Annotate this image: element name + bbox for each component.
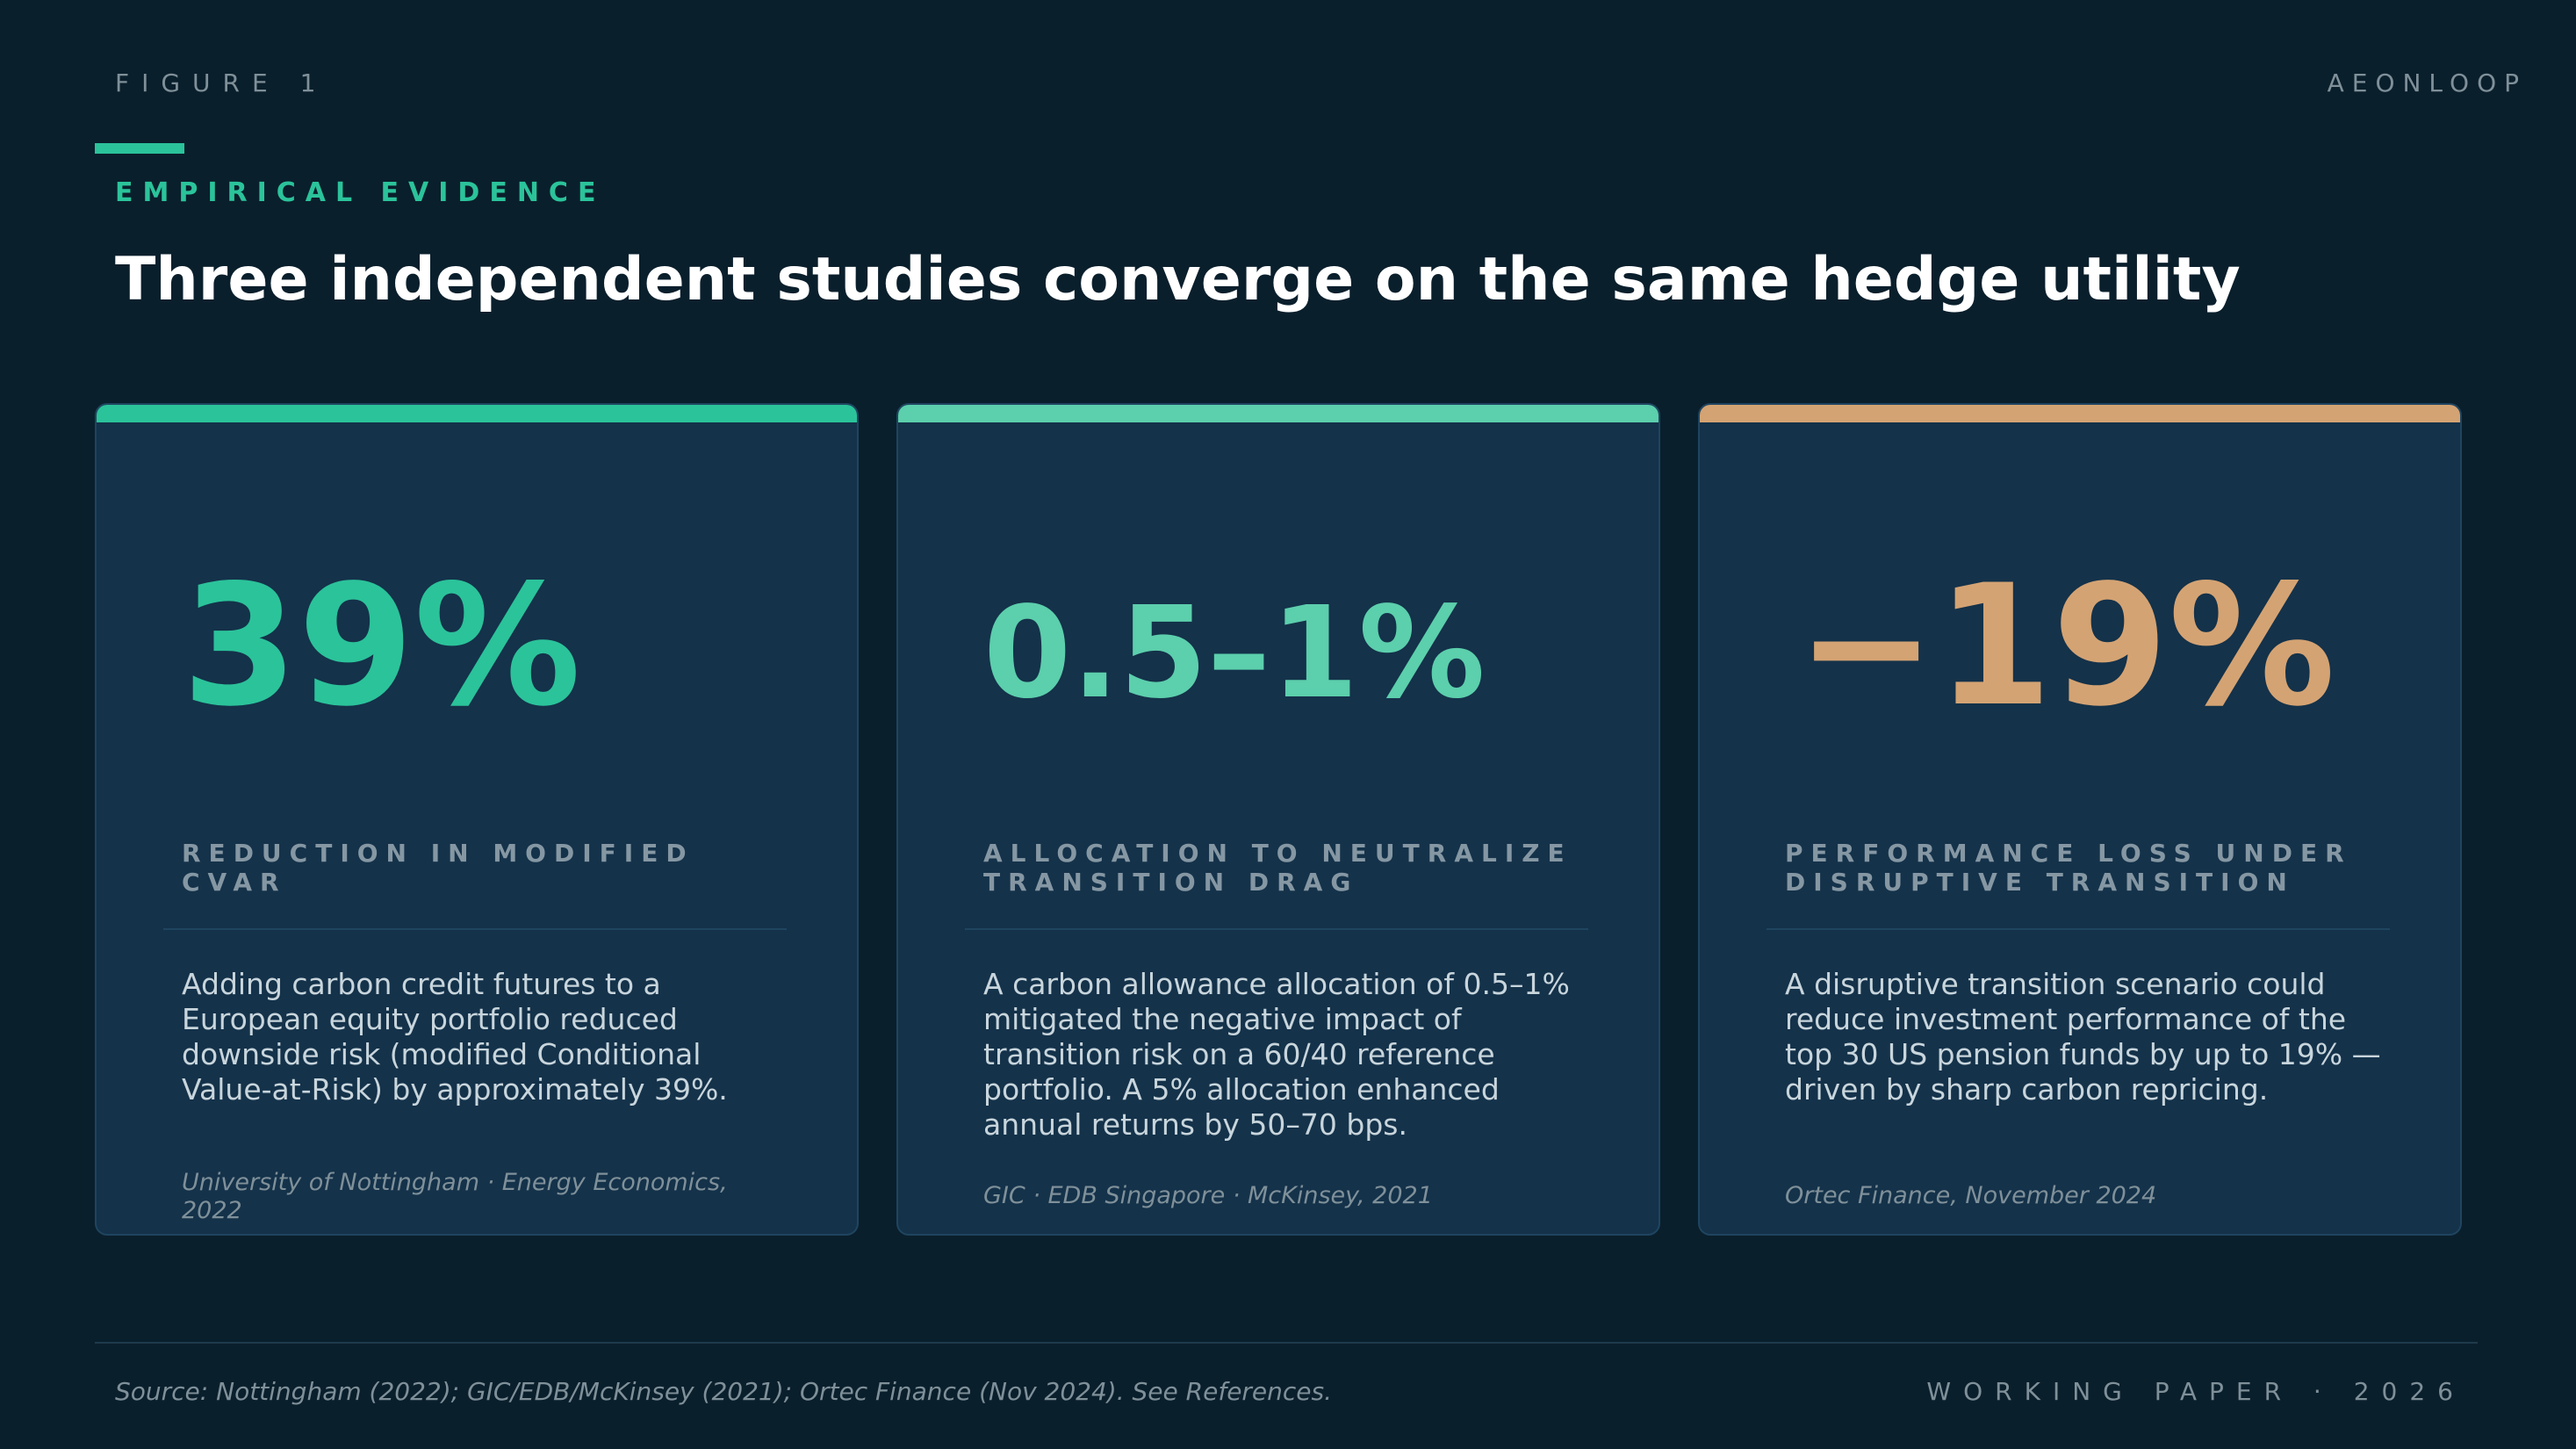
card-divider bbox=[1767, 928, 2390, 930]
stat-description: Adding carbon credit futures to a Europe… bbox=[182, 967, 728, 1107]
card-top-bar bbox=[97, 405, 857, 422]
card-top-bar bbox=[898, 405, 1659, 422]
stat-citation: University of Nottingham · Energy Econom… bbox=[182, 1169, 728, 1224]
card-top-bar bbox=[1700, 405, 2460, 422]
footer-rule bbox=[95, 1342, 2478, 1344]
card-divider bbox=[163, 928, 787, 930]
stat-citation: Ortec Finance, November 2024 bbox=[1785, 1182, 2157, 1209]
accent-bar bbox=[95, 143, 184, 154]
eyebrow-label: EMPIRICAL EVIDENCE bbox=[115, 177, 606, 208]
stat-value: −19% bbox=[1796, 549, 2335, 743]
stat-card-gic: 0.5–1% ALLOCATION TO NEUTRALIZE TRANSITI… bbox=[896, 403, 1660, 1236]
stat-description: A disruptive transition scenario could r… bbox=[1785, 967, 2381, 1107]
stat-label: ALLOCATION TO NEUTRALIZE TRANSITION DRAG bbox=[983, 839, 1572, 897]
stat-label: REDUCTION IN MODIFIED CVAR bbox=[182, 839, 694, 897]
brand-name: AEONLOOP bbox=[2327, 68, 2527, 97]
page-title: Three independent studies converge on th… bbox=[115, 245, 2241, 314]
stat-citation: GIC · EDB Singapore · McKinsey, 2021 bbox=[983, 1182, 1433, 1209]
stat-value: 0.5–1% bbox=[983, 579, 1486, 726]
figure-label: FIGURE 1 bbox=[115, 68, 328, 97]
card-divider bbox=[965, 928, 1588, 930]
stat-card-ortec: −19% PERFORMANCE LOSS UNDER DISRUPTIVE T… bbox=[1698, 403, 2462, 1236]
footer-source: Source: Nottingham (2022); GIC/EDB/McKin… bbox=[115, 1377, 1333, 1406]
stat-label: PERFORMANCE LOSS UNDER DISRUPTIVE TRANSI… bbox=[1785, 839, 2352, 897]
stat-card-nottingham: 39% REDUCTION IN MODIFIED CVAR Adding ca… bbox=[95, 403, 859, 1236]
stat-description: A carbon allowance allocation of 0.5–1% … bbox=[983, 967, 1570, 1142]
stat-value: 39% bbox=[182, 549, 581, 743]
footer-paper-label: WORKING PAPER · 2026 bbox=[1926, 1377, 2465, 1406]
